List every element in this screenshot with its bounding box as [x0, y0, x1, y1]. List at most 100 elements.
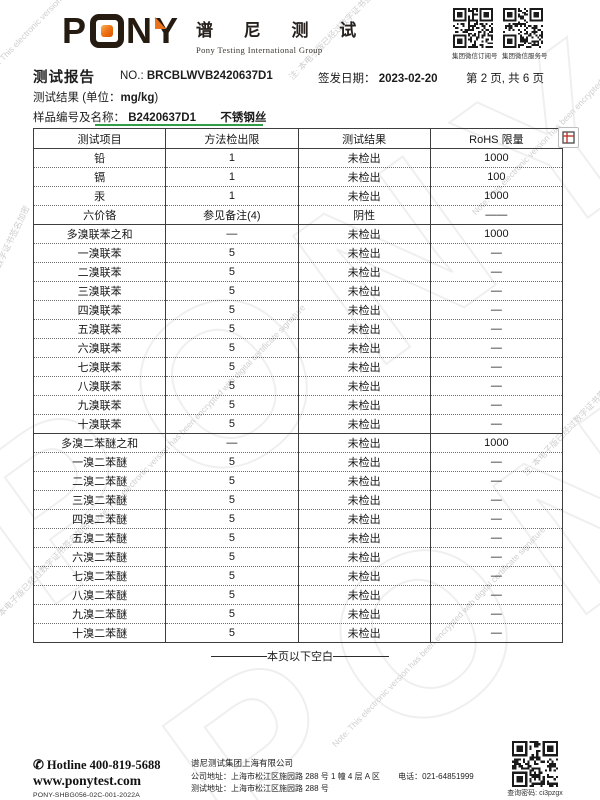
cell-rohs: — — [429, 357, 563, 377]
report-number-value: BRCBLWVB2420637D1 — [146, 70, 273, 82]
sample-label: 样品编号及名称： — [33, 112, 125, 124]
table-row: 三溴二苯醚 5 未检出 — — [33, 490, 563, 510]
cell-rohs: —— — [429, 205, 563, 225]
cell-rohs: — — [429, 262, 563, 282]
cell-item: 八溴联苯 — [33, 376, 166, 396]
cell-item: 镉 — [33, 167, 166, 187]
column-header: 方法检出限 — [165, 128, 298, 149]
table-row: 多溴二苯醚之和 — 未检出 1000 — [33, 433, 563, 453]
table-row: 七溴二苯醚 5 未检出 — — [33, 566, 563, 586]
cell-item: 五溴联苯 — [33, 319, 166, 339]
cell-rohs: — — [429, 490, 563, 510]
cell-rohs: 1000 — [429, 224, 563, 244]
cell-item: 十溴二苯醚 — [33, 623, 166, 643]
cell-item: 八溴二苯醚 — [33, 585, 166, 605]
sample-number: B2420637D1 — [128, 112, 196, 124]
cell-result: 未检出 — [297, 604, 431, 624]
cell-mdl: 5 — [165, 414, 298, 434]
issue-date-label: 签发日期： — [318, 73, 376, 85]
cell-rohs: — — [429, 604, 563, 624]
cell-item: 二溴二苯醚 — [33, 471, 166, 491]
cell-result: 未检出 — [297, 376, 431, 396]
cell-mdl: 5 — [165, 547, 298, 567]
cell-result: 阴性 — [297, 205, 431, 225]
company-address-line: 公司地址：上海市松江区施园路 288 号 1 幢 4 层 A 区 电话：021-… — [191, 771, 481, 784]
cell-result: 未检出 — [297, 167, 431, 187]
table-header-row: 测试项目 方法检出限 测试结果 RoHS 限量 — [33, 128, 563, 149]
unit-value: mg/kg — [120, 92, 155, 104]
cell-rohs: — — [429, 528, 563, 548]
qr-service-label: 集团微信服务号 — [502, 53, 548, 60]
cell-mdl: 5 — [165, 471, 298, 491]
company-phone: 电话：021-64851999 — [398, 771, 474, 781]
cell-item: 五溴二苯醚 — [33, 528, 166, 548]
cell-result: 未检出 — [297, 414, 431, 434]
results-table-body: 铅 1 未检出 1000 镉 1 未检出 100 汞 1 未检出 1000 六价铬 参见备注(4) 阴性 ——… — [33, 148, 563, 643]
cell-item: 一溴联苯 — [33, 243, 166, 263]
cell-result: 未检出 — [297, 528, 431, 548]
table-tool-icon[interactable] — [558, 127, 579, 148]
footer-qr-block: 查询密码: ci3pzgx — [503, 741, 567, 798]
column-header: RoHS 限量 — [429, 128, 563, 149]
cell-mdl: 5 — [165, 357, 298, 377]
cell-item: 六溴联苯 — [33, 338, 166, 358]
cell-result: 未检出 — [297, 243, 431, 263]
table-row: 六溴联苯 5 未检出 — — [33, 338, 563, 358]
test-address: 测试地址：上海市松江区施园路 288 号 — [191, 784, 329, 794]
pony-logo-orange-triangle — [155, 17, 167, 29]
cell-result: 未检出 — [297, 509, 431, 529]
results-table-head: 测试项目 方法检出限 测试结果 RoHS 限量 — [33, 128, 563, 149]
sample-name: 不锈钢丝 — [220, 112, 267, 124]
issue-date-value: 2023-02-20 — [378, 73, 438, 85]
table-row: 一溴联苯 5 未检出 — — [33, 243, 563, 263]
cell-mdl: 5 — [165, 452, 298, 472]
cell-mdl: 5 — [165, 490, 298, 510]
cell-item: 六溴二苯醚 — [33, 547, 166, 567]
brand-name-english: Pony Testing International Group — [196, 45, 323, 55]
end-note-line-right — [333, 655, 389, 657]
cell-result: 未检出 — [297, 566, 431, 586]
cell-mdl: 5 — [165, 509, 298, 529]
qr-code-subscribe — [453, 8, 493, 48]
column-header: 测试项目 — [33, 128, 166, 149]
cell-item: 多溴联苯之和 — [33, 224, 166, 244]
cell-result: 未检出 — [297, 357, 431, 377]
pony-logo-o-icon — [90, 14, 125, 48]
table-row: 三溴联苯 5 未检出 — — [33, 281, 563, 301]
cell-item: 一溴二苯醚 — [33, 452, 166, 472]
cell-item: 三溴二苯醚 — [33, 490, 166, 510]
document-code: PONY-SHBG056-02C-001-2022A — [33, 792, 140, 799]
pony-logo-letter-n: N — [126, 10, 155, 51]
cell-rohs: — — [429, 300, 563, 320]
cell-mdl: — — [165, 433, 298, 453]
table-row: 六价铬 参见备注(4) 阴性 —— — [33, 205, 563, 225]
pony-logo: P N Y 谱 尼 测 试 Pony Testing International… — [62, 10, 369, 56]
phone-icon: ✆ — [33, 757, 44, 772]
cell-mdl: 5 — [165, 604, 298, 624]
table-row: 八溴二苯醚 5 未检出 — — [33, 585, 563, 605]
cell-rohs: — — [429, 566, 563, 586]
result-unit-line: 测试结果 (单位：mg/kg) — [33, 89, 158, 105]
cell-mdl: 1 — [165, 186, 298, 206]
table-row: 汞 1 未检出 1000 — [33, 186, 563, 206]
table-row: 镉 1 未检出 100 — [33, 167, 563, 187]
cell-mdl: 5 — [165, 623, 298, 643]
cell-mdl: 5 — [165, 528, 298, 548]
cell-rohs: 1000 — [429, 186, 563, 206]
cell-result: 未检出 — [297, 148, 431, 168]
cell-rohs: 1000 — [429, 148, 563, 168]
table-row: 六溴二苯醚 5 未检出 — — [33, 547, 563, 567]
table-row: 二溴二苯醚 5 未检出 — — [33, 471, 563, 491]
cell-rohs: — — [429, 509, 563, 529]
brand-names: 谱 尼 测 试 Pony Testing International Group — [196, 13, 369, 55]
cell-mdl: 5 — [165, 281, 298, 301]
company-address: 公司地址：上海市松江区施园路 288 号 1 幢 4 层 A 区 — [191, 771, 380, 781]
cell-result: 未检出 — [297, 395, 431, 415]
unit-label: 测试结果 (单位： — [33, 92, 121, 104]
report-number: NO.: BRCBLWVB2420637D1 — [120, 70, 273, 82]
cell-rohs: — — [429, 585, 563, 605]
cell-mdl: 5 — [165, 300, 298, 320]
cell-item: 九溴二苯醚 — [33, 604, 166, 624]
page-footer: ✆ Hotline 400-819-5688 www.ponytest.com … — [33, 741, 567, 799]
